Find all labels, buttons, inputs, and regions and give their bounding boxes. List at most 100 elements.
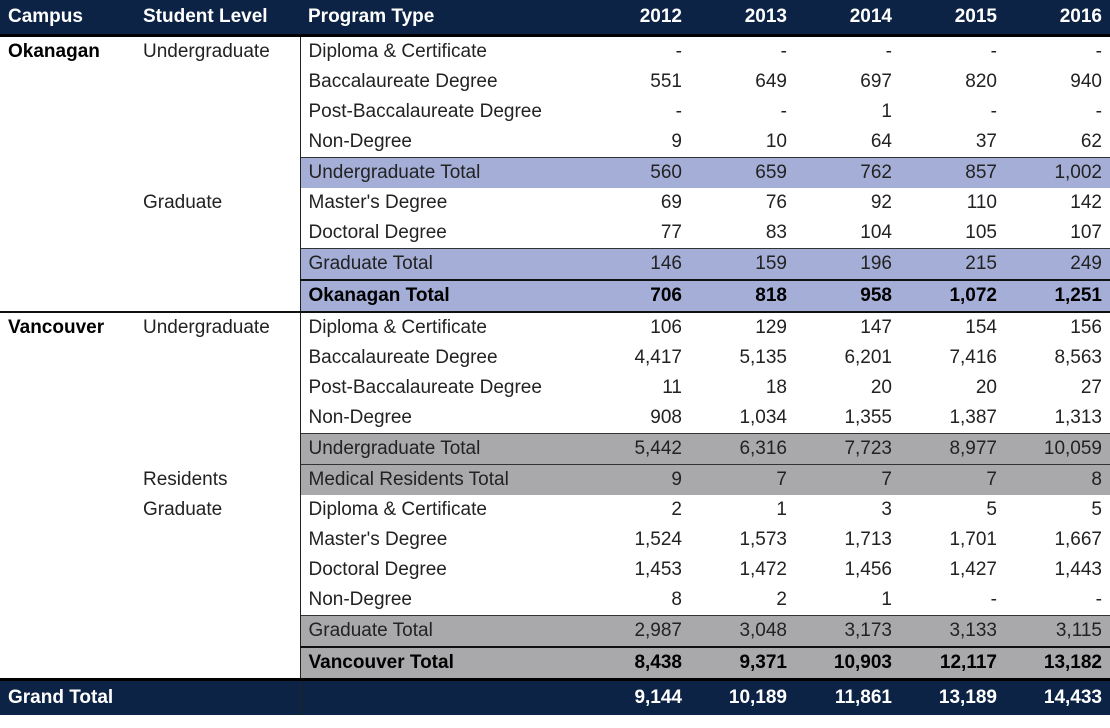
cell-value: 9,371: [690, 646, 795, 680]
program-type: Undergraduate Total: [299, 433, 585, 465]
cell-value: 104: [860, 222, 892, 243]
cell-value: 1,427: [949, 559, 997, 580]
cell-value: 14,433: [1005, 678, 1110, 715]
cell-value: 5: [1091, 499, 1102, 520]
header-row: Campus Student Level Program Type 2012 2…: [0, 0, 1110, 37]
cell-value: 11: [662, 377, 682, 398]
program-type: Non-Degree: [299, 127, 585, 158]
cell-value: 27: [1080, 377, 1102, 398]
cell-value: 10,189: [690, 678, 795, 715]
campus-label: Okanagan: [8, 41, 100, 62]
cell-value: 1,072: [900, 279, 1005, 313]
header-program-type: Program Type: [300, 0, 585, 37]
cell-value: 2: [671, 499, 682, 520]
cell-value: 13,189: [900, 678, 1005, 715]
header-year: 2012: [585, 0, 690, 37]
cell-value: 958: [795, 279, 900, 313]
cell-value: 857: [900, 157, 1005, 188]
cell-value: 1,251: [1005, 279, 1110, 313]
cell-value: 8,438: [585, 646, 690, 680]
cell-value: 3: [881, 499, 892, 520]
cell-value: -: [990, 101, 997, 122]
program-type: Baccalaureate Degree: [299, 343, 585, 373]
program-type: Master's Degree: [299, 525, 585, 555]
cell-value: 147: [860, 317, 892, 338]
cell-value: 215: [900, 248, 1005, 280]
table-row: Doctoral Degree 1,453 1,472 1,456 1,427 …: [0, 555, 1110, 585]
table-row: Non-Degree 8 2 1 - -: [0, 585, 1110, 616]
cell-value: -: [1095, 101, 1102, 122]
table-row: Graduate Diploma & Certificate 2 1 3 5 5: [0, 495, 1110, 525]
header-year: 2015: [900, 0, 1005, 37]
cell-value: 649: [755, 71, 787, 92]
cell-value: 8,563: [1054, 347, 1102, 368]
program-type: Medical Residents Total: [299, 464, 585, 495]
cell-value: 6,201: [844, 347, 892, 368]
table-row: Non-Degree 908 1,034 1,355 1,387 1,313: [0, 403, 1110, 434]
student-level: Residents: [143, 468, 228, 490]
cell-value: 7,416: [949, 347, 997, 368]
program-type: Doctoral Degree: [299, 218, 585, 249]
table-row: Non-Degree 9 10 64 37 62: [0, 127, 1110, 158]
cell-value: 1,443: [1054, 559, 1102, 580]
cell-value: 908: [650, 407, 682, 428]
cell-value: 6,316: [690, 433, 795, 465]
program-type: Diploma & Certificate: [299, 35, 585, 67]
cell-value: 8: [671, 589, 682, 610]
student-level: Graduate: [143, 499, 223, 520]
cell-value: 697: [860, 71, 892, 92]
cell-value: 20: [975, 377, 997, 398]
table-row: Master's Degree 1,524 1,573 1,713 1,701 …: [0, 525, 1110, 555]
header-year: 2014: [795, 0, 900, 37]
student-level: Graduate: [143, 192, 223, 213]
program-type: Baccalaureate Degree: [299, 67, 585, 97]
cell-value: -: [1095, 589, 1102, 610]
grand-total-label: Grand Total: [0, 678, 300, 715]
cell-value: -: [675, 41, 682, 62]
cell-value: 92: [870, 192, 892, 213]
cell-value: 106: [650, 317, 682, 338]
cell-value: 9: [585, 464, 690, 495]
cell-value: 706: [585, 279, 690, 313]
cell-value: 1,313: [1054, 407, 1102, 428]
header-student-level: Student Level: [135, 0, 300, 37]
cell-value: -: [885, 41, 892, 62]
cell-value: 146: [585, 248, 690, 280]
program-type: Diploma & Certificate: [299, 495, 585, 525]
cell-value: 10,903: [795, 646, 900, 680]
subtotal-row: Graduate Total 146 159 196 215 249: [0, 248, 1110, 280]
cell-value: 1,713: [844, 529, 892, 550]
header-year: 2016: [1005, 0, 1110, 37]
cell-value: 37: [975, 131, 997, 152]
program-type: Doctoral Degree: [299, 555, 585, 585]
cell-value: 1,002: [1005, 157, 1110, 188]
cell-value: 820: [965, 71, 997, 92]
cell-value: 1: [776, 499, 787, 520]
cell-value: 940: [1070, 71, 1102, 92]
table-row: Baccalaureate Degree 4,417 5,135 6,201 7…: [0, 343, 1110, 373]
cell-value: 83: [765, 222, 787, 243]
cell-value: 12,117: [900, 646, 1005, 680]
subtotal-row: Graduate Total 2,987 3,048 3,173 3,133 3…: [0, 615, 1110, 647]
program-type: Vancouver Total: [299, 646, 585, 680]
program-type: Master's Degree: [299, 188, 585, 218]
cell-value: 7: [795, 464, 900, 495]
cell-value: 1,453: [634, 559, 682, 580]
cell-value: 1: [881, 589, 892, 610]
cell-value: 69: [660, 192, 682, 213]
program-type: Undergraduate Total: [299, 157, 585, 188]
cell-value: 560: [585, 157, 690, 188]
program-type: Post-Baccalaureate Degree: [299, 97, 585, 127]
cell-value: 77: [660, 222, 682, 243]
table-row: Okanagan Undergraduate Diploma & Certifi…: [0, 35, 1110, 67]
cell-value: 196: [795, 248, 900, 280]
cell-value: 249: [1005, 248, 1110, 280]
cell-value: 762: [795, 157, 900, 188]
cell-value: 154: [965, 317, 997, 338]
cell-value: 129: [755, 317, 787, 338]
cell-value: 1,456: [844, 559, 892, 580]
cell-value: 1,034: [739, 407, 787, 428]
header-year: 2013: [690, 0, 795, 37]
table-row: Post-Baccalaureate Degree 11 18 20 20 27: [0, 373, 1110, 403]
program-type: Diploma & Certificate: [299, 312, 585, 343]
